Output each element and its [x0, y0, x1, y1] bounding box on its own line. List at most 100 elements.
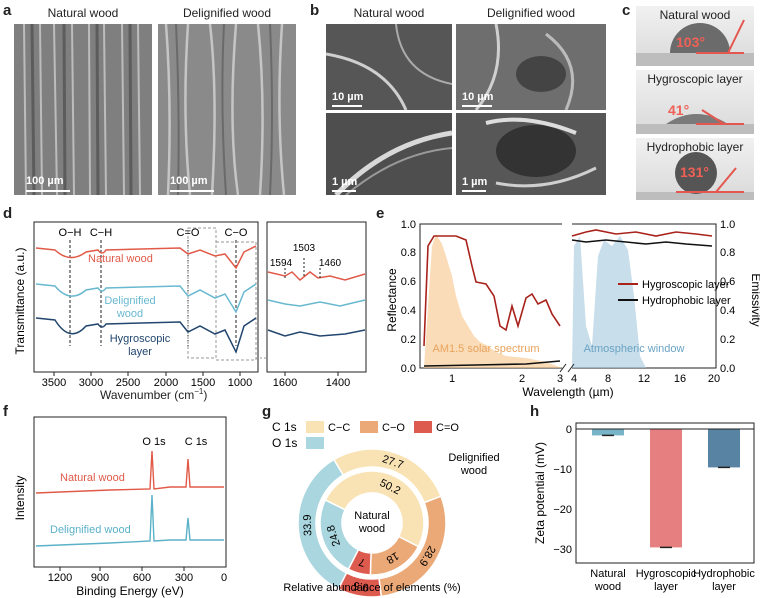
panel-b-label: b — [310, 2, 320, 19]
panel-c-label: c — [622, 2, 631, 19]
ftir-ylabel: Transmittance (a.u.) — [13, 248, 27, 355]
xps-tick-300: 300 — [175, 572, 193, 584]
inner-slice-3 — [347, 548, 372, 576]
legend-hygroscopic: Hygroscopic layer — [642, 279, 730, 291]
contact-angle-hydrophobic: Hydrophobic layer 131° — [636, 138, 754, 200]
ftir-xlabel: Wavenumber (cm−1) — [100, 387, 208, 402]
legend-co: C−O — [382, 422, 405, 434]
ftir-tick-3000: 3000 — [79, 377, 103, 389]
zeta-ytick-30: −30 — [553, 544, 572, 556]
zeta-cat-1b: wood — [594, 581, 621, 593]
ftir-label-natural: Natural wood — [88, 253, 153, 265]
zeta-ytick-0: 0 — [566, 424, 572, 436]
emis-ytick-1: 0.2 — [720, 334, 735, 346]
emis-xtick-16: 16 — [674, 373, 686, 385]
scale-b1: 10 µm — [332, 91, 364, 103]
emis-ytick-0: 0.0 — [720, 363, 735, 375]
donut-caption: Relative abundance of elements (%) — [283, 582, 460, 594]
ftir-label-delignified-2: wood — [116, 308, 143, 320]
contact-angle-label-3: Hydrophobic layer — [646, 140, 744, 154]
legend-cc: C−C — [328, 422, 350, 434]
ftir-label-hygroscopic-2: layer — [128, 346, 152, 358]
refl-ylabel: Reflectance — [385, 268, 399, 332]
ftir-peak-1460: 1460 — [319, 258, 342, 269]
ftir-curve-delignified — [35, 283, 257, 314]
ftir-label-hygroscopic-1: Hygroscopic — [110, 333, 171, 345]
outer-slice-label-0: 33.9 — [302, 514, 315, 536]
xps-tick-900: 900 — [91, 572, 109, 584]
zeta-chart: Zeta potential (mV) 0 −10 −20 −30 Natura… — [533, 422, 755, 593]
xps-tick-1200: 1200 — [48, 572, 72, 584]
xps-curve-natural — [35, 450, 224, 494]
contact-angle-hygroscopic: Hygroscopic layer 41° — [636, 70, 754, 134]
panel-a-label: a — [3, 2, 12, 19]
panel-h-label: h — [530, 403, 540, 420]
refl-ytick-3: 0.6 — [401, 276, 416, 288]
ftir-label-delignified-1: Delignified — [104, 295, 155, 307]
ftir-tick-1000: 1000 — [228, 377, 252, 389]
ftir-zoom-tick-1600: 1600 — [273, 377, 297, 389]
sem-a2-caption: Delignified wood — [182, 6, 272, 20]
sem-b-caption-delignified: Delignified wood — [486, 6, 576, 20]
scale-a2: 100 µm — [170, 175, 208, 187]
inner-slice-label-3: 7 — [358, 555, 367, 568]
refl-ytick-0: 0.0 — [401, 363, 416, 375]
emis-xtick-8: 8 — [605, 373, 611, 385]
donut-center-2: wood — [358, 523, 385, 535]
refl-xtick-1: 1 — [449, 373, 455, 385]
scale-b2: 10 µm — [462, 91, 494, 103]
zeta-bar-2 — [708, 429, 740, 468]
ftir-tick-3500: 3500 — [42, 377, 66, 389]
zeta-cat-3b: layer — [712, 581, 736, 593]
zeta-cat-2b: layer — [654, 581, 678, 593]
emis-xtick-20: 20 — [708, 373, 720, 385]
emis-ytick-5: 1.0 — [720, 219, 735, 231]
emis-curve-hydrophobic — [571, 239, 713, 247]
inner-slice-label-2: 18 — [384, 549, 401, 566]
ftir-band-oh: O−H — [59, 227, 82, 239]
ftir-tick-2500: 2500 — [116, 377, 140, 389]
ftir-band-c-o: C−O — [225, 227, 248, 239]
xps-peak-o1s: O 1s — [142, 436, 166, 448]
legend-c-eq-o: C=O — [436, 422, 459, 434]
panel-d-label: d — [3, 205, 13, 222]
refl-curve-hygroscopic — [423, 235, 561, 347]
ftir-band-co: C=O — [177, 227, 200, 239]
xps-chart: Intensity O 1s C 1s Natural wood Deligni… — [13, 416, 227, 598]
ftir-tick-1500: 1500 — [191, 377, 215, 389]
scale-a1: 100 µm — [26, 175, 64, 187]
ftir-zoom-hygroscopic — [267, 329, 366, 337]
sem-b-natural-10um: 10 µm — [326, 24, 452, 110]
annotation-window: Atmospheric window — [584, 343, 685, 355]
sem-image-delignified-wood: 100 µm — [158, 24, 296, 195]
ftir-zoom-tick-1400: 1400 — [326, 377, 350, 389]
emis-ylabel: Emissivity — [749, 273, 760, 326]
xps-label-natural: Natural wood — [60, 472, 125, 484]
zeta-ytick-20: −20 — [553, 504, 572, 516]
solar-spectrum-area — [424, 234, 562, 368]
panel-g-label: g — [262, 403, 272, 420]
ftir-tick-2000: 2000 — [154, 377, 178, 389]
annotation-solar: AM1.5 solar spectrum — [433, 343, 540, 355]
legend-hydrophobic: Hydrophobic layer — [642, 295, 731, 307]
emis-curve-hygroscopic — [571, 229, 713, 237]
sem-image-natural-wood: 100 µm — [14, 24, 152, 195]
xps-tick-0: 0 — [221, 572, 227, 584]
legend-o1s: O 1s — [272, 436, 297, 450]
refl-ytick-2: 0.4 — [401, 305, 416, 317]
donut-center-1: Natural — [354, 510, 389, 522]
xps-curve-delignified — [35, 494, 224, 547]
contact-angle-value-2: 41° — [668, 102, 690, 118]
inner-slice-1 — [324, 470, 425, 548]
panel-e-label: e — [376, 205, 385, 222]
refl-ytick-4: 0.8 — [401, 247, 416, 259]
panel-f-label: f — [3, 403, 8, 420]
scale-b3: 1 µm — [332, 176, 358, 188]
refl-curve-hydrophobic — [423, 360, 561, 367]
zeta-bar-0 — [592, 429, 624, 436]
xps-label-delignified: Delignified wood — [50, 524, 131, 536]
emis-ytick-3: 0.6 — [720, 276, 735, 288]
sem-b-delignified-10um: 10 µm — [456, 24, 606, 110]
ftir-zoom-natural — [267, 271, 366, 282]
xps-tick-600: 600 — [133, 572, 151, 584]
